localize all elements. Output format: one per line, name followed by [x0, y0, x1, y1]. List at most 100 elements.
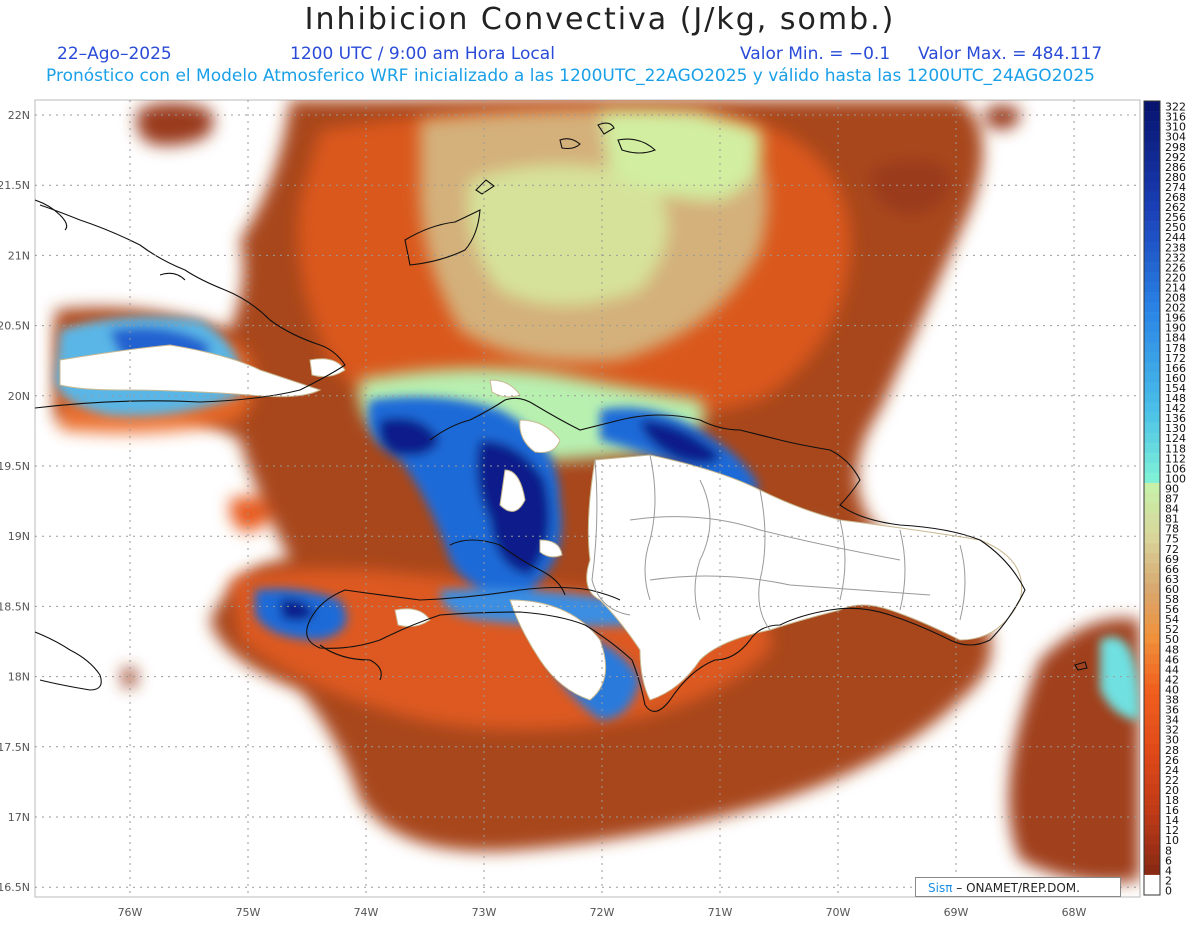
colorbar-swatch	[1144, 151, 1160, 162]
colorbar-label: 160	[1165, 372, 1186, 385]
colorbar-label: 60	[1165, 583, 1179, 596]
colorbar-swatch	[1144, 231, 1160, 243]
colorbar-label: 48	[1165, 643, 1179, 656]
colorbar-label: 4	[1165, 864, 1172, 877]
colorbar-swatch	[1144, 683, 1160, 695]
colorbar-swatch	[1144, 633, 1160, 645]
colorbar-swatch	[1144, 352, 1160, 363]
colorbar-label: 40	[1165, 683, 1179, 696]
colorbar-label: 250	[1165, 221, 1186, 234]
colorbar-label: 214	[1165, 281, 1186, 294]
colorbar-label: 262	[1165, 201, 1186, 214]
colorbar-label: 78	[1165, 523, 1179, 536]
colorbar-swatch	[1144, 161, 1160, 172]
colorbar-label: 190	[1165, 322, 1186, 335]
colorbar-label: 81	[1165, 513, 1179, 526]
lon-label: 72W	[590, 906, 615, 919]
colorbar-label: 316	[1165, 111, 1186, 124]
colorbar-label: 6	[1165, 854, 1172, 867]
colorbar-swatch	[1144, 643, 1160, 655]
lat-label: 22N	[8, 109, 30, 122]
colorbar-label: 100	[1165, 472, 1186, 485]
colorbar-swatch	[1144, 482, 1160, 494]
colorbar-swatch	[1144, 372, 1160, 383]
max-value-label: Valor Max. = 484.117	[918, 44, 1103, 64]
colorbar-label: 54	[1165, 613, 1179, 626]
colorbar-swatch	[1144, 603, 1160, 614]
colorbar-swatch	[1144, 201, 1160, 212]
colorbar-swatch	[1144, 754, 1160, 765]
colorbar-label: 2	[1165, 874, 1172, 887]
min-value-label: Valor Min. = −0.1	[740, 44, 891, 64]
colorbar-swatch	[1144, 764, 1160, 775]
colorbar-label: 34	[1165, 714, 1179, 727]
colorbar-label: 106	[1165, 462, 1186, 475]
colorbar-label: 38	[1165, 694, 1179, 707]
colorbar-swatch	[1144, 111, 1160, 122]
colorbar-label: 20	[1165, 784, 1179, 797]
lat-label: 19.5N	[0, 460, 30, 473]
lat-label: 21N	[8, 249, 30, 262]
colorbar-label: 52	[1165, 623, 1179, 636]
colorbar-swatch	[1144, 804, 1160, 815]
colorbar-label: 280	[1165, 171, 1186, 184]
colorbar-swatch	[1144, 302, 1160, 313]
colorbar-swatch	[1144, 362, 1160, 373]
colorbar-swatch	[1144, 332, 1160, 343]
colorbar-swatch	[1144, 864, 1160, 876]
colorbar-swatch	[1144, 824, 1160, 835]
colorbar-label: 22	[1165, 774, 1179, 787]
colorbar-label: 256	[1165, 211, 1186, 224]
cin-field	[55, 100, 1140, 883]
colorbar-swatch	[1144, 784, 1160, 795]
colorbar-swatch	[1144, 613, 1160, 624]
lon-label: 70W	[826, 906, 851, 919]
colorbar-label: 292	[1165, 151, 1186, 164]
colorbar-label: 72	[1165, 543, 1179, 556]
colorbar-swatch	[1144, 553, 1160, 564]
colorbar-swatch	[1144, 774, 1160, 785]
lat-label: 17.5N	[0, 741, 30, 754]
colorbar-swatch	[1144, 412, 1160, 423]
lat-label: 19N	[8, 530, 30, 543]
colorbar-swatch	[1144, 663, 1160, 675]
credit-box: Sisπ – ONAMET/REP.DOM.	[915, 877, 1121, 897]
colorbar-label: 87	[1165, 493, 1179, 506]
colorbar-label: 232	[1165, 251, 1186, 264]
colorbar-frame	[1143, 100, 1161, 896]
colorbar-label: 286	[1165, 161, 1186, 174]
colorbar-swatch	[1144, 432, 1160, 444]
lon-label: 68W	[1062, 906, 1087, 919]
forecast-label: Pronóstico con el Modelo Atmosferico WRF…	[46, 66, 1095, 86]
colorbar-swatch	[1144, 693, 1160, 705]
colorbar-label: 44	[1165, 663, 1179, 676]
time-label: 1200 UTC / 9:00 am Hora Local	[290, 44, 555, 64]
colorbar-swatch	[1144, 593, 1160, 604]
lat-label: 16.5N	[0, 881, 30, 894]
colorbar-swatch	[1144, 653, 1160, 665]
colorbar-label: 36	[1165, 704, 1179, 717]
lat-label: 18N	[8, 671, 30, 684]
lon-label: 73W	[472, 906, 497, 919]
colorbar-swatch	[1144, 573, 1160, 584]
lon-label: 75W	[236, 906, 261, 919]
lat-label: 21.5N	[0, 179, 30, 192]
colorbar-label: 184	[1165, 332, 1186, 345]
colorbar-label: 178	[1165, 342, 1186, 355]
colorbar-swatch	[1144, 402, 1160, 413]
colorbar-label: 196	[1165, 312, 1186, 325]
colorbar-label: 46	[1165, 653, 1179, 666]
colorbar-label: 298	[1165, 141, 1186, 154]
colorbar-swatch	[1144, 543, 1160, 554]
colorbar-label: 58	[1165, 593, 1179, 606]
colorbar-label: 124	[1165, 432, 1186, 445]
colorbar-label: 14	[1165, 814, 1179, 827]
colorbar-label: 166	[1165, 362, 1186, 375]
colorbar-label: 69	[1165, 553, 1179, 566]
colorbar-swatch	[1144, 673, 1160, 685]
lat-label: 20N	[8, 390, 30, 403]
colorbar-label: 66	[1165, 563, 1179, 576]
colorbar-swatch	[1144, 744, 1160, 755]
lon-label: 76W	[118, 906, 143, 919]
